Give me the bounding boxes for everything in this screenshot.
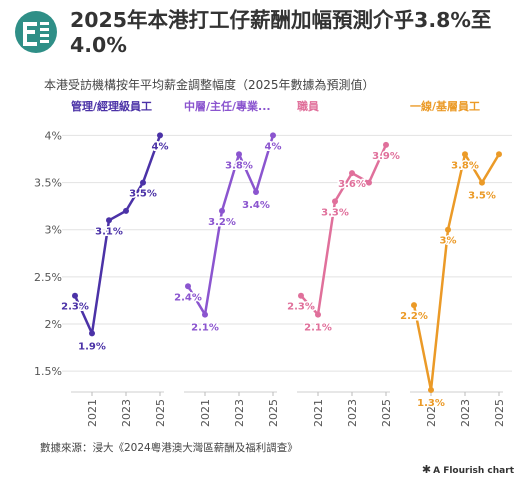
data-label: 3.9% xyxy=(372,151,400,162)
data-point xyxy=(315,311,321,318)
data-point xyxy=(89,330,95,337)
data-point xyxy=(366,179,372,186)
data-point xyxy=(349,170,355,177)
logo-mark-icon xyxy=(23,22,37,46)
data-point xyxy=(185,283,191,290)
data-point xyxy=(140,179,146,186)
logo xyxy=(15,11,57,53)
data-label: 3.8% xyxy=(451,160,479,171)
data-label: 3.5% xyxy=(468,191,496,202)
data-point xyxy=(72,292,78,299)
data-label: 3% xyxy=(440,236,457,247)
data-label: 4% xyxy=(265,141,282,152)
data-label: 2.3% xyxy=(61,302,89,313)
x-tick-label: 2021 xyxy=(425,399,438,427)
data-point xyxy=(428,387,434,393)
y-tick-label: 2.5% xyxy=(34,271,62,284)
data-point xyxy=(202,311,208,318)
y-tick-label: 2% xyxy=(45,318,62,331)
x-tick-label: 2023 xyxy=(346,399,359,427)
x-tick-label: 2021 xyxy=(86,399,99,427)
x-tick-label: 2023 xyxy=(233,399,246,427)
panel-title: 一線/基層員工 xyxy=(410,99,480,113)
y-tick-label: 4% xyxy=(45,129,62,142)
data-point xyxy=(411,302,417,309)
data-point xyxy=(106,217,112,224)
data-point xyxy=(270,132,276,139)
flourish-star-icon: ✱ xyxy=(421,463,432,476)
x-tick-label: 2021 xyxy=(312,399,325,427)
data-label: 3.1% xyxy=(95,226,123,237)
source-note: 數據來源：浸大《2024粵港澳大灣區薪酬及福利調查》 xyxy=(40,442,298,454)
data-label: 3.4% xyxy=(242,200,270,211)
data-point xyxy=(445,226,451,233)
data-point xyxy=(298,292,304,299)
data-point xyxy=(383,141,389,148)
flourish-credit[interactable]: ✱ A Flourish chart xyxy=(422,463,514,476)
data-label: 3.3% xyxy=(321,207,349,218)
data-label: 1.3% xyxy=(417,398,445,409)
x-tick-label: 2025 xyxy=(380,399,393,427)
data-point xyxy=(253,189,259,195)
data-point xyxy=(123,207,129,214)
x-tick-label: 2025 xyxy=(267,399,280,427)
panel-title: 中層/主任/專業... xyxy=(184,99,271,113)
data-point xyxy=(496,151,502,158)
flourish-credit-label: A Flourish chart xyxy=(433,466,514,476)
small-multiples-chart: 1.5% 2% 2.5% 3% 3.5% 4% 管理/經理級員工 2021 2023 2025 2.… xyxy=(34,99,512,427)
data-point xyxy=(462,151,468,158)
x-tick-label: 2023 xyxy=(120,399,133,427)
series-line xyxy=(299,143,388,316)
data-point xyxy=(479,179,485,186)
data-point xyxy=(236,151,242,158)
data-label: 3.6% xyxy=(338,179,366,190)
chart-subtitle: 本港受訪機構按年平均薪金調整幅度（2025年數據為預測值） xyxy=(44,78,375,92)
panel-title: 管理/經理級員工 xyxy=(71,99,152,113)
data-label: 4% xyxy=(152,141,169,152)
data-point xyxy=(332,198,338,205)
panel-title: 職員 xyxy=(297,99,319,113)
x-tick-label: 2021 xyxy=(199,399,212,427)
chart-title: 2025年本港打工仔薪酬加幅預測介乎3.8%至4.0% xyxy=(70,8,492,57)
series-line xyxy=(186,134,275,316)
data-label: 2.1% xyxy=(191,323,219,334)
series-line xyxy=(73,134,162,335)
data-label: 2.4% xyxy=(174,292,202,303)
data-label: 2.1% xyxy=(304,323,332,334)
x-tick-label: 2025 xyxy=(154,399,167,427)
series-line xyxy=(412,153,501,392)
data-label: 3.5% xyxy=(129,189,157,200)
data-point xyxy=(219,207,225,214)
logo-circle-icon xyxy=(15,11,57,53)
y-tick-label: 3.5% xyxy=(34,177,62,190)
data-label: 1.9% xyxy=(78,341,106,352)
y-tick-label: 1.5% xyxy=(34,365,62,378)
data-point xyxy=(157,132,163,139)
y-tick-label: 3% xyxy=(45,224,62,237)
data-label: 2.2% xyxy=(400,311,428,322)
data-label: 2.3% xyxy=(287,302,315,313)
x-tick-label: 2025 xyxy=(493,399,506,427)
x-tick-label: 2023 xyxy=(459,399,472,427)
data-label: 3.2% xyxy=(208,217,236,228)
data-label: 3.8% xyxy=(225,160,253,171)
